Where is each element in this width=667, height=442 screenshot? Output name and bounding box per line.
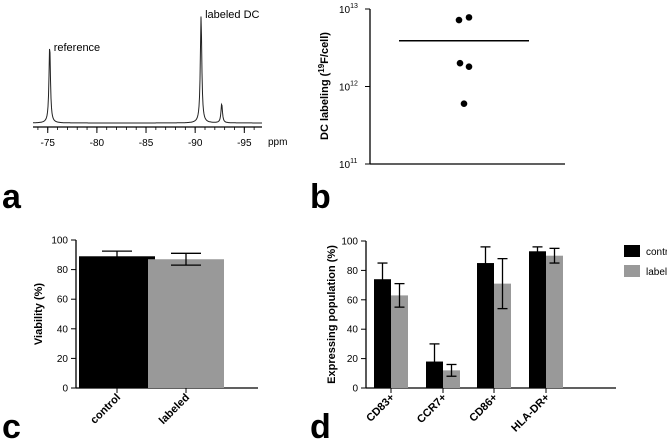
y-tick-label: 0 — [62, 384, 68, 395]
y-axis-label: DC labeling (19F/cell) — [317, 32, 331, 140]
bar-control — [79, 256, 155, 388]
panel-a-nmr-spectrum: -75 -80 -85 -90 -95 ppm reference labeled DC — [33, 9, 287, 149]
tick-base: 10 — [339, 83, 351, 94]
tick-base: 10 — [339, 5, 351, 16]
panel-d-expressing-population-bar-chart: 0 20 40 60 80 100 CD83+ CCR7+ CD86+ HLA-DR+ Expres… — [326, 237, 667, 435]
bar-control — [529, 251, 546, 388]
x-tick-label: -75 — [41, 138, 56, 149]
tick-exponent: 13 — [350, 3, 358, 10]
peak-label: labeled DC — [205, 9, 259, 21]
legend-swatch-control — [624, 245, 640, 257]
panel-label-a: a — [2, 178, 22, 216]
y-tick-label: 20 — [347, 354, 359, 365]
panel-label-d: d — [310, 408, 331, 442]
y-tick-label: 1011 — [339, 158, 357, 171]
tick-exponent: 12 — [350, 81, 358, 88]
legend-label-control: control — [646, 247, 667, 258]
x-tick-label: -85 — [139, 138, 154, 149]
x-tick-label: control — [88, 392, 123, 427]
y-tick-label: 20 — [57, 354, 69, 365]
y-label-text: DC labeling ( — [319, 72, 331, 140]
data-point — [456, 59, 464, 67]
y-label-text: F/cell) — [319, 32, 331, 64]
y-tick-label: 60 — [57, 295, 69, 306]
y-tick-label: 100 — [341, 237, 358, 248]
panel-label-b: b — [310, 178, 331, 216]
bar-control — [477, 263, 494, 388]
y-axis-label: Expressing population (%) — [326, 245, 338, 384]
data-point — [460, 100, 468, 107]
x-tick-label: -80 — [90, 138, 105, 149]
y-tick-label: 1012 — [339, 81, 358, 94]
y-axis-label: Viability (%) — [33, 283, 45, 345]
x-axis-label: ppm — [268, 137, 287, 148]
legend-label-labeled: labeled — [646, 267, 667, 278]
y-tick-label: 1013 — [339, 3, 358, 16]
data-point — [465, 63, 473, 71]
y-tick-label: 40 — [57, 324, 69, 335]
bar-labeled — [391, 295, 408, 388]
data-point — [465, 14, 473, 21]
spectrum-line — [33, 16, 262, 124]
peak-label: reference — [54, 42, 100, 54]
x-tick-label: labeled — [157, 392, 192, 427]
x-tick-label: -90 — [188, 138, 203, 149]
bar-labeled — [546, 255, 563, 388]
bar-labeled — [148, 259, 224, 388]
x-tick-label: CD83+ — [364, 392, 397, 425]
x-tick-label: HLA-DR+ — [509, 392, 552, 435]
y-tick-label: 60 — [347, 295, 359, 306]
y-tick-label: 0 — [352, 384, 358, 395]
x-tick-label: -95 — [237, 138, 252, 149]
y-tick-label: 40 — [347, 325, 359, 336]
data-point — [455, 16, 463, 24]
bar-labeled — [443, 370, 460, 388]
y-label-superscript: 19 — [317, 63, 326, 72]
y-tick-label: 80 — [347, 266, 359, 277]
x-tick-label: CCR7+ — [415, 392, 449, 426]
bar-labeled — [494, 283, 511, 388]
legend-swatch-labeled — [624, 265, 640, 277]
tick-base: 10 — [339, 160, 351, 171]
x-tick-label: CD86+ — [467, 392, 500, 425]
panel-c-viability-bar-chart: 0 20 40 60 80 100 control labeled Viability (%) — [33, 236, 258, 427]
panel-label-c: c — [2, 408, 21, 442]
y-tick-label: 100 — [51, 236, 68, 247]
y-tick-label: 80 — [57, 265, 69, 276]
tick-exponent: 11 — [350, 158, 357, 165]
bar-control — [374, 279, 391, 388]
